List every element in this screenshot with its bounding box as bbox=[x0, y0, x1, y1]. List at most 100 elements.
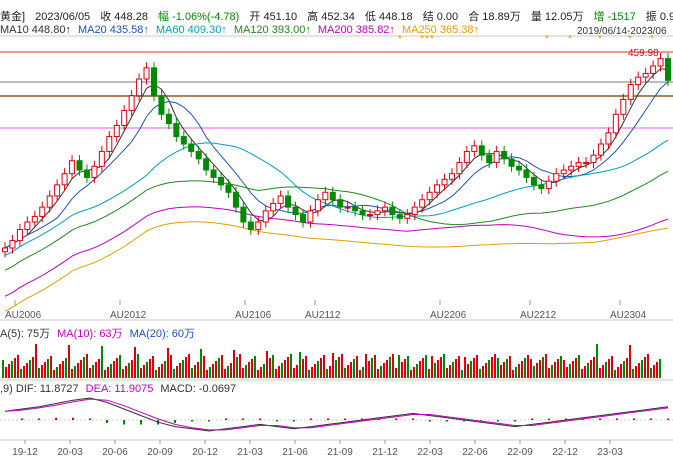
x-tick-label-bottom: 20-06 bbox=[102, 447, 128, 458]
volume-bar bbox=[53, 370, 55, 378]
volume-bar bbox=[599, 368, 601, 378]
volume-bar bbox=[434, 363, 436, 378]
candle-body bbox=[553, 173, 560, 182]
volume-bar bbox=[371, 358, 373, 378]
volume-bar bbox=[284, 360, 286, 378]
volume-bar bbox=[191, 368, 193, 378]
volume-bar bbox=[176, 366, 178, 378]
candle-body bbox=[136, 78, 143, 97]
volume-bar bbox=[11, 361, 13, 378]
volume-bar bbox=[596, 344, 598, 378]
candle-body bbox=[448, 173, 455, 180]
volume-bar bbox=[323, 355, 325, 378]
candle-body bbox=[367, 214, 374, 217]
volume-bar bbox=[98, 359, 100, 378]
volume-bar bbox=[335, 360, 337, 378]
quote-close: 收 448.28 bbox=[100, 11, 148, 23]
x-tick-label-bottom: 22-09 bbox=[507, 447, 533, 458]
volume-bar bbox=[503, 362, 505, 378]
volume-bar bbox=[2, 360, 4, 378]
candle-body bbox=[91, 165, 98, 178]
volume-bar bbox=[332, 353, 334, 378]
x-tick-label-main: AU2206 bbox=[430, 310, 467, 321]
x-tick-label-bottom: 19-12 bbox=[12, 447, 38, 458]
candle-body bbox=[344, 206, 351, 209]
volume-bar bbox=[155, 370, 157, 378]
volume-bar bbox=[275, 369, 277, 378]
macd-legend: ,9) DIF: 11.8727 DEA: 11.9075 MACD: -0.069… bbox=[0, 383, 243, 395]
volume-bar bbox=[263, 364, 265, 378]
event-marker: * bbox=[568, 34, 572, 45]
quote-change: 幅 -1.06%(-4.78) bbox=[158, 11, 240, 23]
candle-body bbox=[188, 143, 195, 152]
candle-body bbox=[419, 199, 426, 208]
candle-body bbox=[650, 65, 657, 74]
quote-date: 2023/06/05 bbox=[35, 11, 91, 23]
candle-body bbox=[426, 191, 433, 201]
volume-bar bbox=[341, 354, 343, 378]
ma_legend-item: MA60 409.30↑ bbox=[155, 24, 227, 36]
volume-bar bbox=[467, 364, 469, 378]
volume-bar bbox=[644, 357, 646, 378]
candle-body bbox=[76, 160, 83, 171]
volume-bar bbox=[65, 358, 67, 378]
candle-body bbox=[583, 162, 590, 165]
event-marker: * bbox=[598, 34, 602, 45]
volume-bar bbox=[632, 369, 634, 378]
x-tick-label-main: AU2112 bbox=[305, 310, 341, 321]
volume-bar bbox=[287, 357, 289, 378]
volume-bar bbox=[17, 355, 19, 378]
candle-body bbox=[329, 191, 336, 201]
volume-bar bbox=[419, 361, 421, 378]
candle-body bbox=[9, 240, 16, 249]
volume-bar bbox=[71, 369, 73, 378]
volume-bar bbox=[488, 360, 490, 378]
candle-body bbox=[307, 210, 314, 223]
volume-bar bbox=[428, 369, 430, 378]
candle-body bbox=[150, 67, 157, 97]
candle-body bbox=[612, 113, 619, 134]
volume-bar bbox=[197, 362, 199, 378]
volume-bar bbox=[248, 362, 250, 378]
ma_legend-item: MA20 435.58↑ bbox=[77, 24, 149, 36]
volume-bar bbox=[653, 365, 655, 378]
volume-bar bbox=[80, 360, 82, 378]
volume-bar bbox=[416, 364, 418, 378]
volume-bar bbox=[527, 355, 529, 378]
volume-bar bbox=[464, 357, 466, 378]
volume-bar bbox=[140, 368, 142, 378]
volume-bar bbox=[23, 366, 25, 378]
candle-body bbox=[39, 206, 46, 217]
event-marker: * bbox=[398, 34, 402, 45]
volume-bar bbox=[299, 352, 301, 378]
x-tick-label-bottom: 21-12 bbox=[372, 447, 398, 458]
macd-dea-line bbox=[4, 398, 669, 431]
x-tick-label-main: AU2012 bbox=[110, 310, 147, 321]
volume-bar bbox=[521, 361, 523, 378]
volume-bar bbox=[119, 355, 121, 378]
candle-body bbox=[396, 214, 403, 219]
volume-bar bbox=[206, 370, 208, 378]
event-marker: * bbox=[545, 34, 549, 45]
volume-bar bbox=[617, 367, 619, 378]
volume-bar bbox=[209, 367, 211, 378]
candle-body bbox=[322, 191, 329, 201]
candle-body bbox=[98, 150, 105, 167]
candle-body bbox=[575, 162, 582, 167]
event-marker: * bbox=[430, 34, 434, 45]
volume-bar bbox=[638, 363, 640, 378]
volume-bar bbox=[131, 360, 133, 378]
volume-bar bbox=[188, 354, 190, 378]
macd_legend-item: MACD: -0.0697 bbox=[160, 383, 237, 395]
volume-bar bbox=[386, 360, 388, 378]
volume-bar bbox=[344, 368, 346, 378]
volume-bar bbox=[143, 365, 145, 378]
volume-bar bbox=[497, 358, 499, 378]
candle-body bbox=[456, 162, 463, 175]
candle-body bbox=[121, 110, 128, 126]
candle-body bbox=[471, 145, 478, 152]
volume-bar bbox=[95, 362, 97, 378]
volume-bar bbox=[443, 354, 445, 378]
volume-bar bbox=[161, 364, 163, 378]
